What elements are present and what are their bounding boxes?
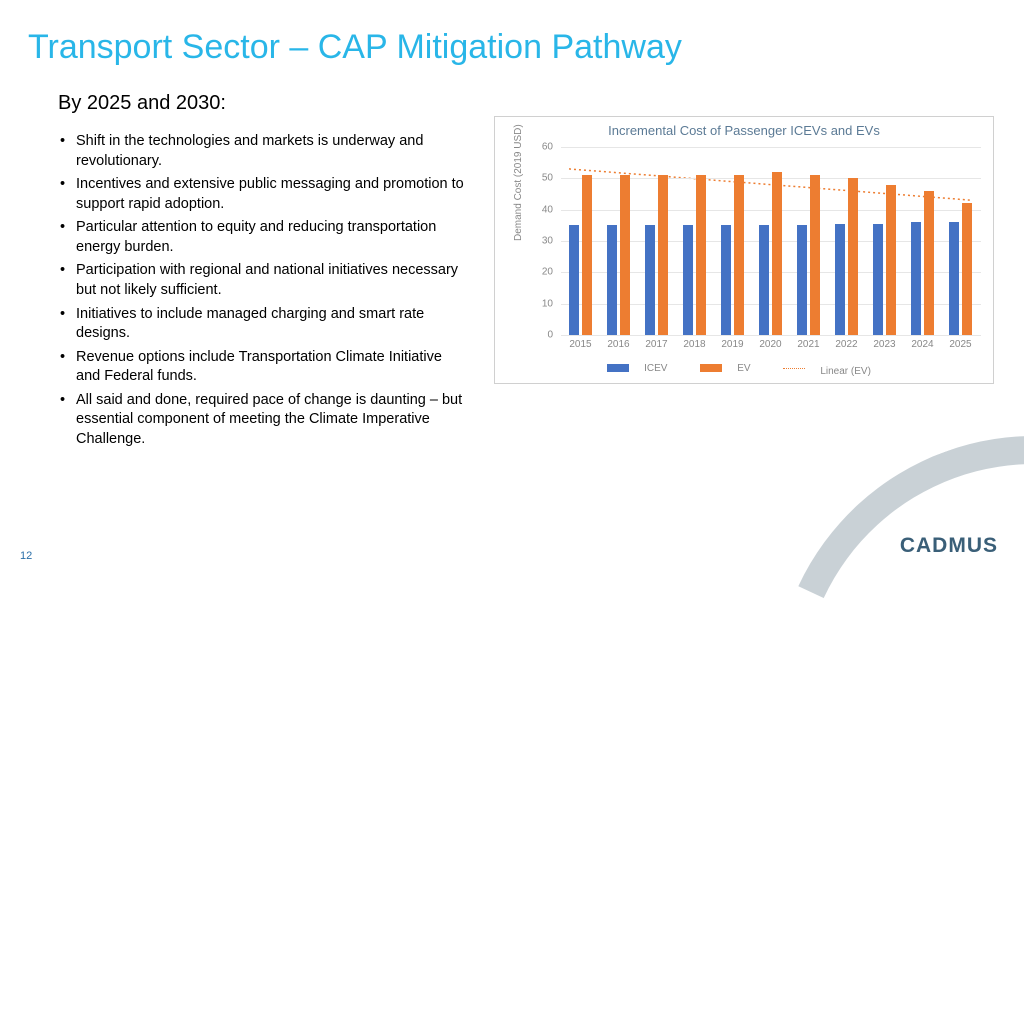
x-tick: 2024 <box>911 339 933 350</box>
page-number: 12 <box>20 550 32 562</box>
chart-title: Incremental Cost of Passenger ICEVs and … <box>495 123 993 138</box>
bar-icev <box>835 224 845 335</box>
x-tick: 2019 <box>721 339 743 350</box>
x-tick: 2023 <box>873 339 895 350</box>
legend-item-trend: Linear (EV) <box>783 366 881 377</box>
x-tick: 2015 <box>569 339 591 350</box>
bullet-item: Revenue options include Transportation C… <box>58 348 468 387</box>
bar-icev <box>569 225 579 335</box>
x-tick: 2016 <box>607 339 629 350</box>
bar-ev <box>734 175 744 335</box>
x-tick: 2020 <box>759 339 781 350</box>
bar-icev <box>759 225 769 335</box>
bar-ev <box>886 185 896 335</box>
bullet-item: Particular attention to equity and reduc… <box>58 218 468 257</box>
x-tick: 2021 <box>797 339 819 350</box>
bar-icev <box>797 225 807 335</box>
bar-ev <box>772 172 782 335</box>
chart-container: Incremental Cost of Passenger ICEVs and … <box>494 116 994 384</box>
bar-ev <box>924 191 934 335</box>
decorative-arc <box>701 363 1024 1029</box>
bar-ev <box>848 178 858 335</box>
bar-icev <box>645 225 655 335</box>
page-title: Transport Sector – CAP Mitigation Pathwa… <box>28 28 682 67</box>
subtitle: By 2025 and 2030: <box>58 92 226 115</box>
bullet-item: Initiatives to include managed charging … <box>58 305 468 344</box>
bar-ev <box>810 175 820 335</box>
bullet-item: Participation with regional and national… <box>58 261 468 300</box>
bullet-item: All said and done, required pace of chan… <box>58 391 468 450</box>
x-tick: 2018 <box>683 339 705 350</box>
bar-ev <box>658 175 668 335</box>
bar-icev <box>683 225 693 335</box>
bar-ev <box>620 175 630 335</box>
x-tick: 2025 <box>949 339 971 350</box>
x-tick: 2017 <box>645 339 667 350</box>
bar-icev <box>949 222 959 335</box>
bullet-item: Incentives and extensive public messagin… <box>58 175 468 214</box>
bar-icev <box>721 225 731 335</box>
chart-legend: ICEV EV Linear (EV) <box>495 363 993 378</box>
bar-icev <box>873 224 883 335</box>
brand-logo: CADMUS <box>900 534 998 558</box>
legend-item-icev: ICEV <box>607 363 677 374</box>
x-tick: 2022 <box>835 339 857 350</box>
bar-icev <box>911 222 921 335</box>
bar-ev <box>962 203 972 335</box>
legend-item-ev: EV <box>700 363 760 374</box>
bullet-list: Shift in the technologies and markets is… <box>58 132 468 453</box>
bar-ev <box>696 175 706 335</box>
bar-icev <box>607 225 617 335</box>
bar-ev <box>582 175 592 335</box>
plot-area: 0102030405060 <box>561 147 981 335</box>
bullet-item: Shift in the technologies and markets is… <box>58 132 468 171</box>
